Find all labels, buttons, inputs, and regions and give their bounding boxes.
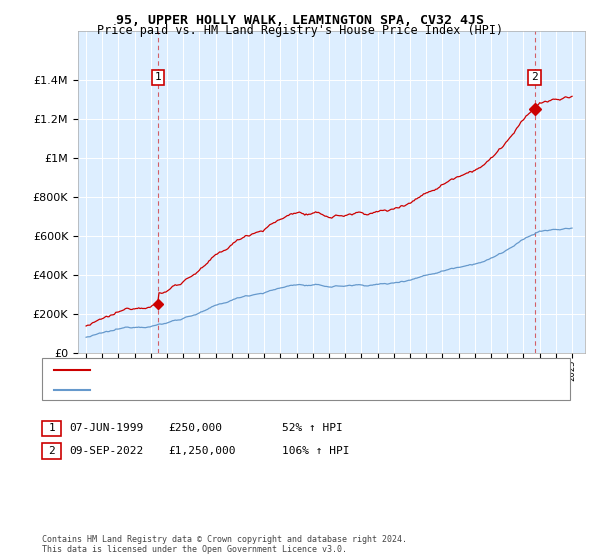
Text: Price paid vs. HM Land Registry's House Price Index (HPI): Price paid vs. HM Land Registry's House … — [97, 24, 503, 37]
Text: 1: 1 — [48, 423, 55, 433]
Text: 95, UPPER HOLLY WALK, LEAMINGTON SPA, CV32 4JS (detached house): 95, UPPER HOLLY WALK, LEAMINGTON SPA, CV… — [102, 365, 472, 375]
Text: 09-SEP-2022: 09-SEP-2022 — [69, 446, 143, 456]
Text: 52% ↑ HPI: 52% ↑ HPI — [282, 423, 343, 433]
Text: 2: 2 — [48, 446, 55, 456]
Text: 95, UPPER HOLLY WALK, LEAMINGTON SPA, CV32 4JS: 95, UPPER HOLLY WALK, LEAMINGTON SPA, CV… — [116, 14, 484, 27]
Text: HPI: Average price, detached house, Warwick: HPI: Average price, detached house, Warw… — [102, 385, 355, 395]
Text: 07-JUN-1999: 07-JUN-1999 — [69, 423, 143, 433]
Text: Contains HM Land Registry data © Crown copyright and database right 2024.
This d: Contains HM Land Registry data © Crown c… — [42, 535, 407, 554]
Text: 1: 1 — [155, 72, 161, 82]
Text: 106% ↑ HPI: 106% ↑ HPI — [282, 446, 349, 456]
Text: £1,250,000: £1,250,000 — [168, 446, 236, 456]
Text: 2: 2 — [531, 72, 538, 82]
Text: £250,000: £250,000 — [168, 423, 222, 433]
